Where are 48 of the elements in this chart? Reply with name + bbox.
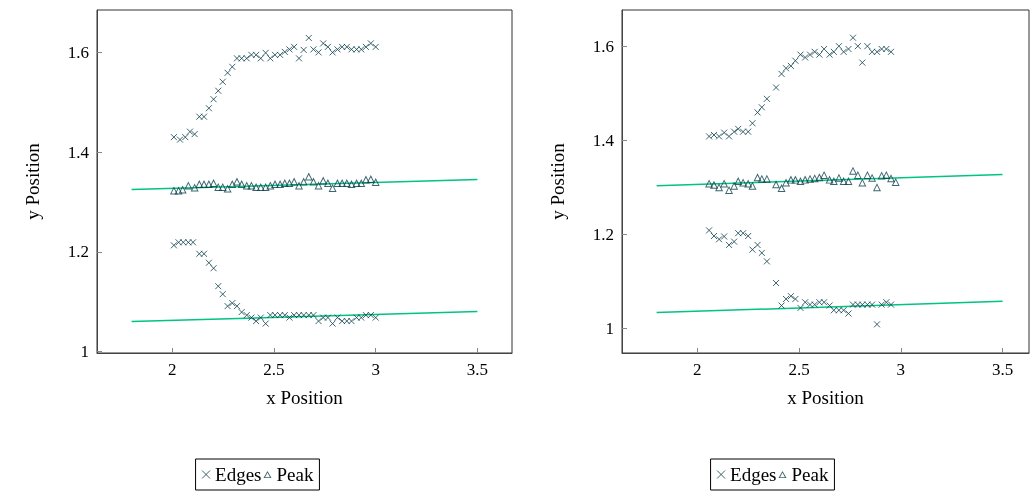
y-tick-label: 1.2 <box>592 224 614 244</box>
point <box>762 174 771 183</box>
y-tick-label: 1.6 <box>67 42 89 62</box>
y-tick-label: 1.4 <box>592 130 615 150</box>
point <box>777 184 786 193</box>
x-tick-label: 3 <box>896 360 906 379</box>
point <box>715 183 724 192</box>
x-tick-label: 3.5 <box>466 360 489 379</box>
y-axis-title: y Position <box>547 142 568 220</box>
point <box>844 177 853 186</box>
y-tick-label: 1 <box>605 318 614 338</box>
x-axis-title: x Position <box>266 387 344 408</box>
y-tick-label: 1.6 <box>592 36 614 56</box>
x-tick-label: 3 <box>371 360 380 379</box>
x-tick-label: 2 <box>168 360 177 379</box>
legend-label: Peak <box>791 464 829 485</box>
point <box>887 174 896 183</box>
point <box>853 170 862 179</box>
y-tick-label: 1.2 <box>67 242 89 262</box>
legend-label: Edges <box>215 464 262 485</box>
point <box>820 170 829 179</box>
x-tick-label: 3.5 <box>991 360 1014 379</box>
legend-label: Peak <box>276 464 314 485</box>
legend-label: Edges <box>730 464 777 485</box>
point <box>858 178 867 187</box>
point <box>848 166 857 175</box>
point <box>772 180 781 189</box>
point <box>834 173 843 182</box>
x-tick-label: 2 <box>693 360 702 379</box>
point <box>748 181 757 190</box>
point <box>872 183 881 192</box>
x-axis-title: x Position <box>787 387 865 408</box>
point <box>782 178 791 187</box>
point <box>709 180 718 189</box>
x-tick-label: 2.5 <box>788 360 810 379</box>
point <box>725 185 734 194</box>
y-tick-label: 1.4 <box>67 142 90 162</box>
x-tick-label: 2.5 <box>263 360 285 379</box>
point <box>791 175 800 184</box>
point <box>815 173 824 182</box>
point <box>734 177 743 186</box>
y-tick-label: 1 <box>80 342 89 361</box>
y-axis-title: y Position <box>22 142 43 220</box>
point <box>720 179 729 188</box>
point <box>868 173 877 182</box>
point <box>829 177 838 186</box>
point <box>730 181 739 190</box>
point <box>891 177 900 186</box>
